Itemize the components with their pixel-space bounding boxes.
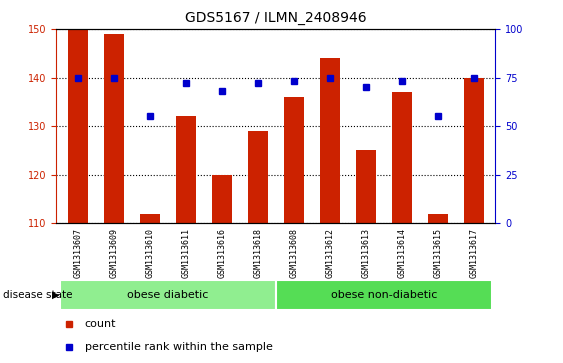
Text: GSM1313610: GSM1313610 [145,228,154,278]
Text: GSM1313613: GSM1313613 [361,228,370,278]
Text: obese non-diabetic: obese non-diabetic [330,290,437,300]
Bar [276,280,492,310]
Bar [68,29,88,223]
Text: count: count [85,319,117,329]
Bar [104,34,124,223]
Bar [428,213,448,223]
Text: ▶: ▶ [52,290,59,300]
Text: GSM1313612: GSM1313612 [325,228,334,278]
Text: percentile rank within the sample: percentile rank within the sample [85,342,272,352]
Title: GDS5167 / ILMN_2408946: GDS5167 / ILMN_2408946 [185,11,367,25]
Bar [212,175,232,223]
Text: disease state: disease state [3,290,72,300]
Text: GSM1313614: GSM1313614 [397,228,406,278]
Text: GSM1313615: GSM1313615 [434,228,443,278]
Bar [284,97,304,223]
Bar [248,131,268,223]
Text: obese diabetic: obese diabetic [127,290,208,300]
Text: GSM1313607: GSM1313607 [73,228,82,278]
Text: GSM1313608: GSM1313608 [289,228,298,278]
Bar [140,213,160,223]
Text: GSM1313618: GSM1313618 [253,228,262,278]
Bar [60,280,276,310]
Text: GSM1313609: GSM1313609 [109,228,118,278]
Bar [464,78,484,223]
Bar [320,58,339,223]
Bar [176,117,196,223]
Bar [356,150,376,223]
Text: GSM1313616: GSM1313616 [217,228,226,278]
Text: GSM1313617: GSM1313617 [470,228,479,278]
Text: GSM1313611: GSM1313611 [181,228,190,278]
Bar [392,92,412,223]
